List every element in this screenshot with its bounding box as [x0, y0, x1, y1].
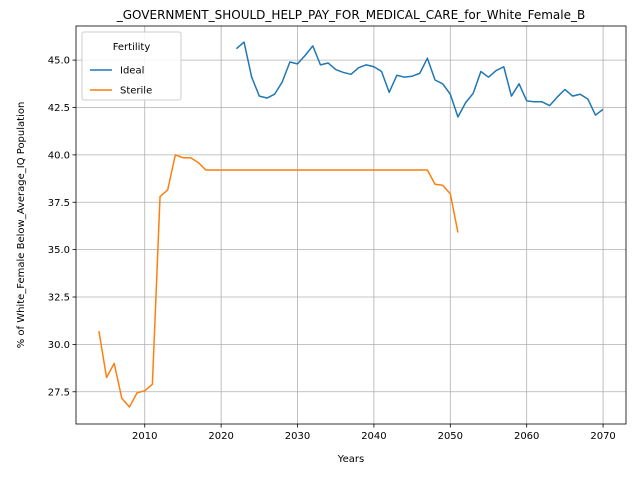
axis-ticks: 2010 2020 2030 2040 2050 2060 2070 27.5 30.0 32.5… [48, 56, 616, 442]
y-tick-label: 35.0 [48, 245, 70, 256]
plot-frame [75, 25, 627, 425]
x-tick-label: 2010 [132, 431, 157, 442]
x-tick-label: 2030 [285, 431, 310, 442]
series-line-ideal [235, 41, 604, 118]
y-tick-label: 30.0 [48, 340, 70, 351]
y-tick-label: 32.5 [48, 293, 70, 304]
x-tick-label: 2040 [361, 431, 386, 442]
grid [76, 26, 626, 424]
y-axis-label: % of White_Female Below_Average_IQ Popul… [16, 102, 27, 349]
y-tick-label: 37.5 [48, 198, 70, 209]
y-tick-label: 27.5 [48, 387, 70, 398]
legend-box [81, 31, 182, 101]
chart-title: _GOVERNMENT_SHOULD_HELP_PAY_FOR_MEDICAL_… [116, 8, 585, 22]
legend-entries: Ideal Sterile [90, 66, 152, 97]
legend-title: Fertility [113, 42, 151, 53]
series-lines [98, 41, 604, 408]
y-tick-label: 42.5 [48, 103, 70, 114]
x-tick-label: 2060 [514, 431, 539, 442]
x-axis-label: Years [337, 454, 364, 465]
x-tick-label: 2070 [590, 431, 615, 442]
legend-label-sterile: Sterile [120, 86, 152, 97]
legend: Fertility Ideal Sterile [81, 31, 182, 101]
x-tick-label: 2020 [208, 431, 233, 442]
x-tick-label: 2050 [438, 431, 463, 442]
y-tick-label: 45.0 [48, 56, 70, 67]
legend-label-ideal: Ideal [120, 66, 144, 77]
y-tick-label: 40.0 [48, 150, 70, 161]
series-line-sterile [98, 154, 459, 408]
